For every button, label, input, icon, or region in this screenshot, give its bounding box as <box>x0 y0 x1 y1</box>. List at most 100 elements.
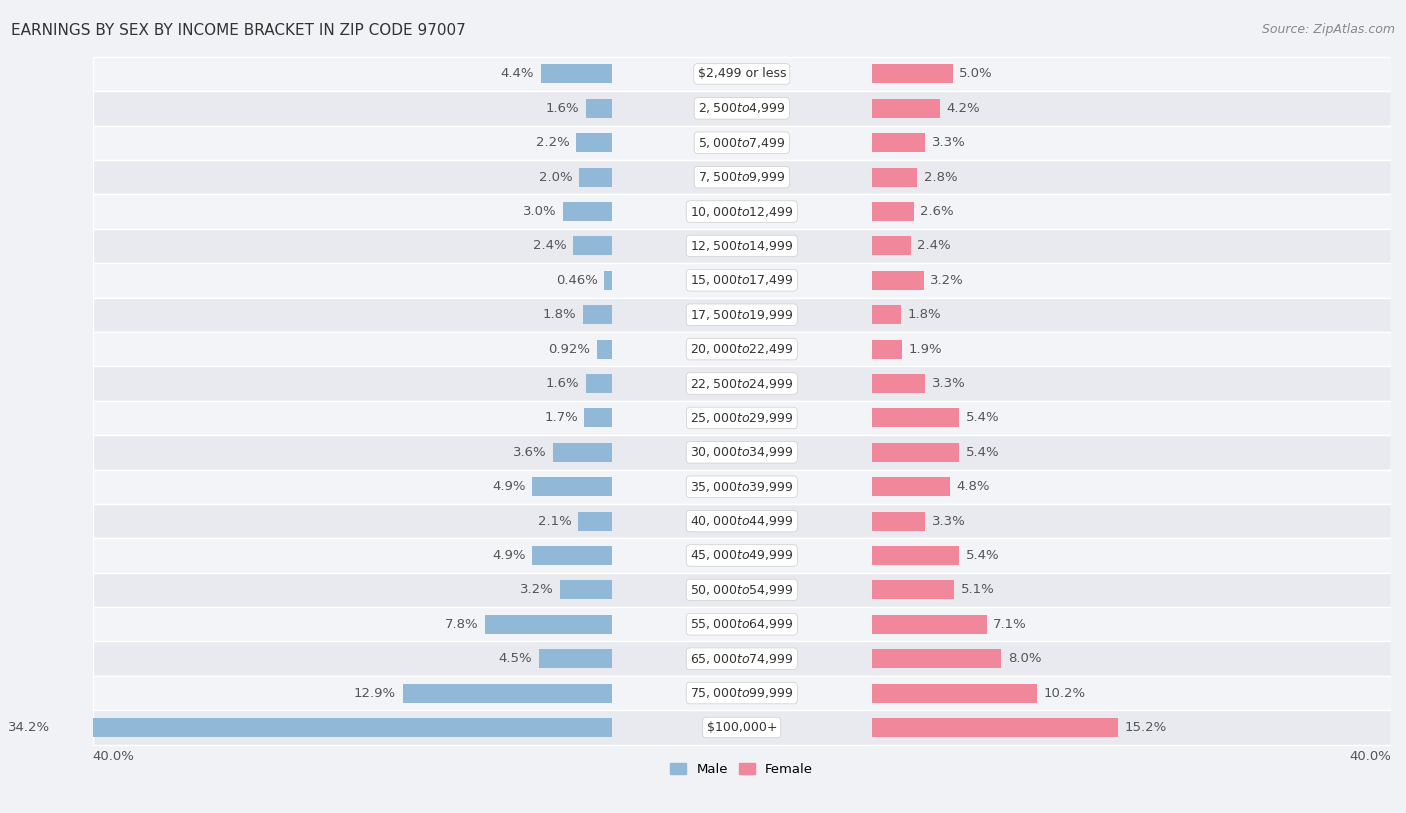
Text: 5.1%: 5.1% <box>960 584 994 597</box>
Bar <box>872 718 1118 737</box>
Bar <box>578 511 612 531</box>
Text: 3.0%: 3.0% <box>523 205 557 218</box>
Text: 0.92%: 0.92% <box>548 342 591 355</box>
Text: 5.0%: 5.0% <box>959 67 993 80</box>
Text: $50,000 to $54,999: $50,000 to $54,999 <box>690 583 793 597</box>
Bar <box>554 443 612 462</box>
Text: 1.6%: 1.6% <box>546 377 579 390</box>
Bar <box>93 57 1391 91</box>
Text: $15,000 to $17,499: $15,000 to $17,499 <box>690 273 793 287</box>
Text: 7.8%: 7.8% <box>446 618 479 631</box>
Text: 2.0%: 2.0% <box>540 171 574 184</box>
Text: 10.2%: 10.2% <box>1043 687 1085 700</box>
Text: 15.2%: 15.2% <box>1125 721 1167 734</box>
Bar <box>93 538 1391 572</box>
Bar <box>93 607 1391 641</box>
Text: $10,000 to $12,499: $10,000 to $12,499 <box>690 205 793 219</box>
Text: EARNINGS BY SEX BY INCOME BRACKET IN ZIP CODE 97007: EARNINGS BY SEX BY INCOME BRACKET IN ZIP… <box>11 23 465 37</box>
Bar <box>872 408 959 428</box>
Bar <box>872 546 959 565</box>
Text: $20,000 to $22,499: $20,000 to $22,499 <box>690 342 793 356</box>
Text: 3.3%: 3.3% <box>932 515 966 528</box>
Text: 1.8%: 1.8% <box>543 308 576 321</box>
Text: $12,500 to $14,999: $12,500 to $14,999 <box>690 239 793 253</box>
Text: 3.2%: 3.2% <box>520 584 554 597</box>
Text: Source: ZipAtlas.com: Source: ZipAtlas.com <box>1261 23 1395 36</box>
Bar <box>576 133 612 152</box>
Bar <box>872 580 955 599</box>
Text: $55,000 to $64,999: $55,000 to $64,999 <box>690 617 793 631</box>
Text: 3.2%: 3.2% <box>929 274 963 287</box>
Bar <box>579 167 612 187</box>
Bar <box>93 332 1391 367</box>
Bar <box>93 91 1391 125</box>
Text: 1.8%: 1.8% <box>907 308 941 321</box>
Bar <box>605 271 612 289</box>
Text: 5.4%: 5.4% <box>966 549 1000 562</box>
Bar <box>574 237 612 255</box>
Bar <box>56 718 612 737</box>
Bar <box>872 374 925 393</box>
Text: 4.8%: 4.8% <box>956 480 990 493</box>
Text: 1.9%: 1.9% <box>908 342 942 355</box>
Bar <box>93 160 1391 194</box>
Bar <box>872 340 903 359</box>
Bar <box>872 477 949 496</box>
Text: 4.5%: 4.5% <box>499 652 533 665</box>
Bar <box>872 684 1038 702</box>
Text: 4.2%: 4.2% <box>946 102 980 115</box>
Bar <box>872 64 953 84</box>
Text: 3.3%: 3.3% <box>932 137 966 150</box>
Text: $22,500 to $24,999: $22,500 to $24,999 <box>690 376 793 390</box>
Text: 7.1%: 7.1% <box>994 618 1028 631</box>
Bar <box>93 298 1391 332</box>
Text: $75,000 to $99,999: $75,000 to $99,999 <box>690 686 793 700</box>
Bar <box>93 228 1391 263</box>
Bar <box>872 615 987 634</box>
Bar <box>582 305 612 324</box>
Bar <box>872 650 1001 668</box>
Text: 12.9%: 12.9% <box>354 687 396 700</box>
Bar <box>872 167 917 187</box>
Bar <box>485 615 612 634</box>
Legend: Male, Female: Male, Female <box>665 758 818 781</box>
Bar <box>93 435 1391 469</box>
Text: 2.6%: 2.6% <box>921 205 953 218</box>
Bar <box>872 133 925 152</box>
Bar <box>872 511 925 531</box>
Text: $7,500 to $9,999: $7,500 to $9,999 <box>697 170 786 184</box>
Text: 1.6%: 1.6% <box>546 102 579 115</box>
Bar <box>586 374 612 393</box>
Text: 40.0%: 40.0% <box>93 750 135 763</box>
Bar <box>93 194 1391 228</box>
Text: $2,499 or less: $2,499 or less <box>697 67 786 80</box>
Text: 4.9%: 4.9% <box>492 549 526 562</box>
Bar <box>872 202 914 221</box>
Text: 5.4%: 5.4% <box>966 411 1000 424</box>
Bar <box>93 504 1391 538</box>
Bar <box>560 580 612 599</box>
Text: 2.1%: 2.1% <box>537 515 571 528</box>
Bar <box>872 99 939 118</box>
Text: 1.7%: 1.7% <box>544 411 578 424</box>
Bar <box>872 305 901 324</box>
Bar <box>564 202 612 221</box>
Text: $17,500 to $19,999: $17,500 to $19,999 <box>690 308 793 322</box>
Bar <box>585 408 612 428</box>
Bar <box>93 263 1391 298</box>
Text: $25,000 to $29,999: $25,000 to $29,999 <box>690 411 793 425</box>
Bar <box>598 340 612 359</box>
Text: 0.46%: 0.46% <box>557 274 598 287</box>
Text: $30,000 to $34,999: $30,000 to $34,999 <box>690 446 793 459</box>
Text: $35,000 to $39,999: $35,000 to $39,999 <box>690 480 793 493</box>
Text: 4.9%: 4.9% <box>492 480 526 493</box>
Bar <box>402 684 612 702</box>
Text: 2.2%: 2.2% <box>536 137 569 150</box>
Text: 34.2%: 34.2% <box>8 721 51 734</box>
Text: $100,000+: $100,000+ <box>707 721 778 734</box>
Text: 5.4%: 5.4% <box>966 446 1000 459</box>
Text: 3.3%: 3.3% <box>932 377 966 390</box>
Text: $45,000 to $49,999: $45,000 to $49,999 <box>690 549 793 563</box>
Bar <box>872 443 959 462</box>
Bar <box>533 546 612 565</box>
